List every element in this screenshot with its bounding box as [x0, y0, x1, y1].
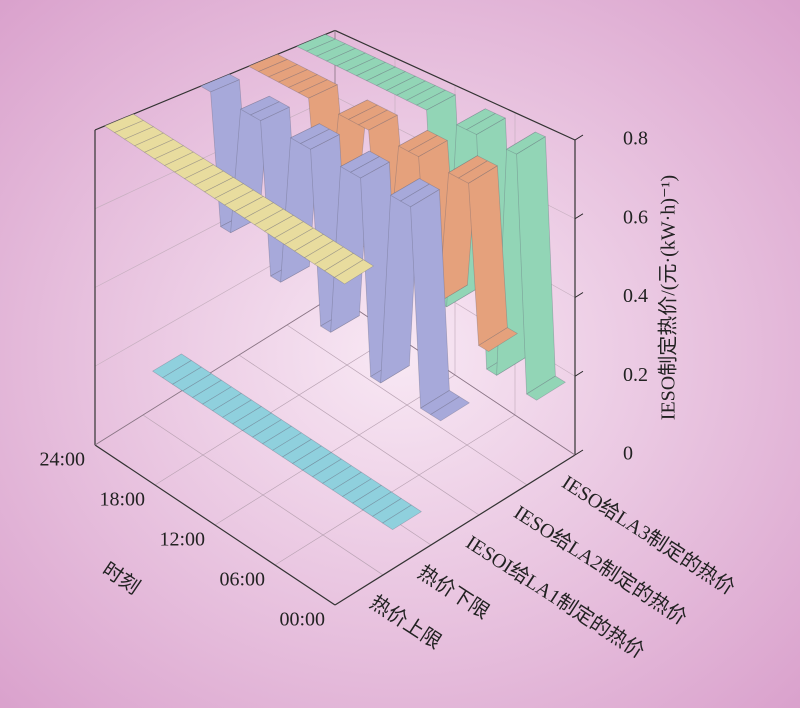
ribbon-segment: [458, 160, 498, 184]
ribbon-segment: [232, 406, 272, 431]
ribbon-segment: [448, 155, 488, 179]
y-tick-label: 0.6: [623, 206, 648, 228]
x-tick-label: 12:00: [159, 529, 205, 551]
ribbon-segment: [134, 132, 174, 153]
ribbon-segment: [326, 47, 366, 67]
y-tick-label: 0: [623, 443, 633, 465]
ribbon-segment: [296, 34, 336, 52]
box-edge: [334, 29, 576, 141]
ribbon-segment: [348, 104, 388, 126]
ribbon-segment: [316, 43, 356, 62]
ribbon-segment: [380, 178, 420, 384]
ribbon-segment: [366, 66, 406, 86]
x-tick-label: 06:00: [219, 569, 265, 591]
ribbon-segment: [376, 71, 416, 91]
ribbon-segment: [274, 221, 314, 245]
ribbon-segment: [390, 178, 430, 202]
ribbon-segment: [346, 57, 386, 77]
ribbon-segment: [362, 491, 402, 517]
ribbon-segment: [302, 452, 342, 478]
y-tick-label: 0.2: [623, 364, 648, 386]
y-tick-mark: [574, 370, 584, 377]
ribbon-segment: [358, 109, 398, 131]
x-tick-label: 24:00: [39, 449, 85, 471]
ribbon-segment: [396, 80, 436, 101]
y-axis-title: IESO制定热价/(元·(kW·h)⁻¹): [657, 175, 680, 420]
ribbon-segment: [408, 135, 448, 158]
ribbon-segment: [420, 390, 460, 415]
grid-line: [214, 374, 456, 526]
ribbon-segment: [312, 458, 352, 484]
ribbon-segment: [298, 79, 338, 99]
ribbon-segment: [526, 375, 566, 401]
ribbon-segment: [506, 131, 546, 155]
ribbon-segment: [254, 208, 294, 232]
ribbon-segment: [304, 240, 344, 265]
y-tick-mark: [574, 134, 584, 141]
grid-line: [154, 334, 396, 486]
ribbon-segment: [350, 156, 390, 179]
y-tick-mark: [574, 449, 584, 456]
ribbon-segment: [324, 252, 364, 278]
ribbon-segment: [234, 196, 274, 219]
ribbon-segment: [240, 95, 280, 116]
ribbon-segment: [242, 412, 282, 438]
ribbon-segment: [250, 101, 290, 121]
ribbon-segment: [104, 113, 144, 133]
ribbon-segment: [516, 136, 556, 395]
ribbon-segment: [278, 69, 318, 88]
ribbon-segment: [466, 113, 506, 135]
ribbon-segment: [114, 120, 154, 140]
ribbon-segment: [338, 99, 378, 120]
x-tick-label: 00:00: [279, 609, 325, 631]
grid-line: [94, 96, 336, 210]
ribbon-segment: [294, 233, 334, 259]
ribbon-segment: [314, 246, 354, 272]
y-tick-label: 0.8: [623, 128, 648, 150]
y-tick-label: 0.4: [623, 285, 648, 307]
ribbon-segment: [154, 145, 194, 166]
y-tick-mark: [574, 292, 584, 298]
ribbon-segment: [252, 419, 292, 445]
ribbon-segment: [372, 498, 412, 524]
ribbon-segment: [398, 130, 438, 152]
ribbon-segment: [272, 432, 312, 458]
ribbon-segment: [288, 74, 328, 94]
ribbon-segment: [336, 52, 376, 72]
ribbon-segment: [152, 353, 192, 379]
x-tick-label: 18:00: [99, 489, 145, 511]
ribbon-segment: [292, 445, 332, 471]
ribbon-segment: [406, 85, 446, 106]
ribbon-segment: [284, 227, 324, 252]
ribbon-segment: [306, 38, 346, 57]
ribbon-segment: [386, 75, 426, 96]
ribbon-segment: [268, 64, 308, 83]
ribbon-segment: [258, 59, 298, 78]
ribbon-segment: [478, 327, 518, 352]
box-edge: [94, 444, 336, 606]
ribbon-segment: [416, 89, 456, 111]
box-edge: [334, 454, 576, 606]
ribbon-segment: [456, 108, 496, 131]
box-edge: [94, 29, 336, 131]
ribbon-segment: [334, 259, 374, 285]
ribbon-segment: [356, 61, 396, 82]
ribbon-segment: [264, 215, 304, 239]
ribbon-segment: [262, 425, 302, 451]
box-edge: [94, 294, 336, 446]
grid-line: [274, 414, 516, 566]
ribbon-segment: [248, 53, 288, 72]
ribbon-segment: [400, 183, 440, 208]
y-tick-mark: [574, 213, 584, 220]
ribbon-segment: [430, 396, 470, 422]
ribbon-segment: [382, 504, 422, 530]
